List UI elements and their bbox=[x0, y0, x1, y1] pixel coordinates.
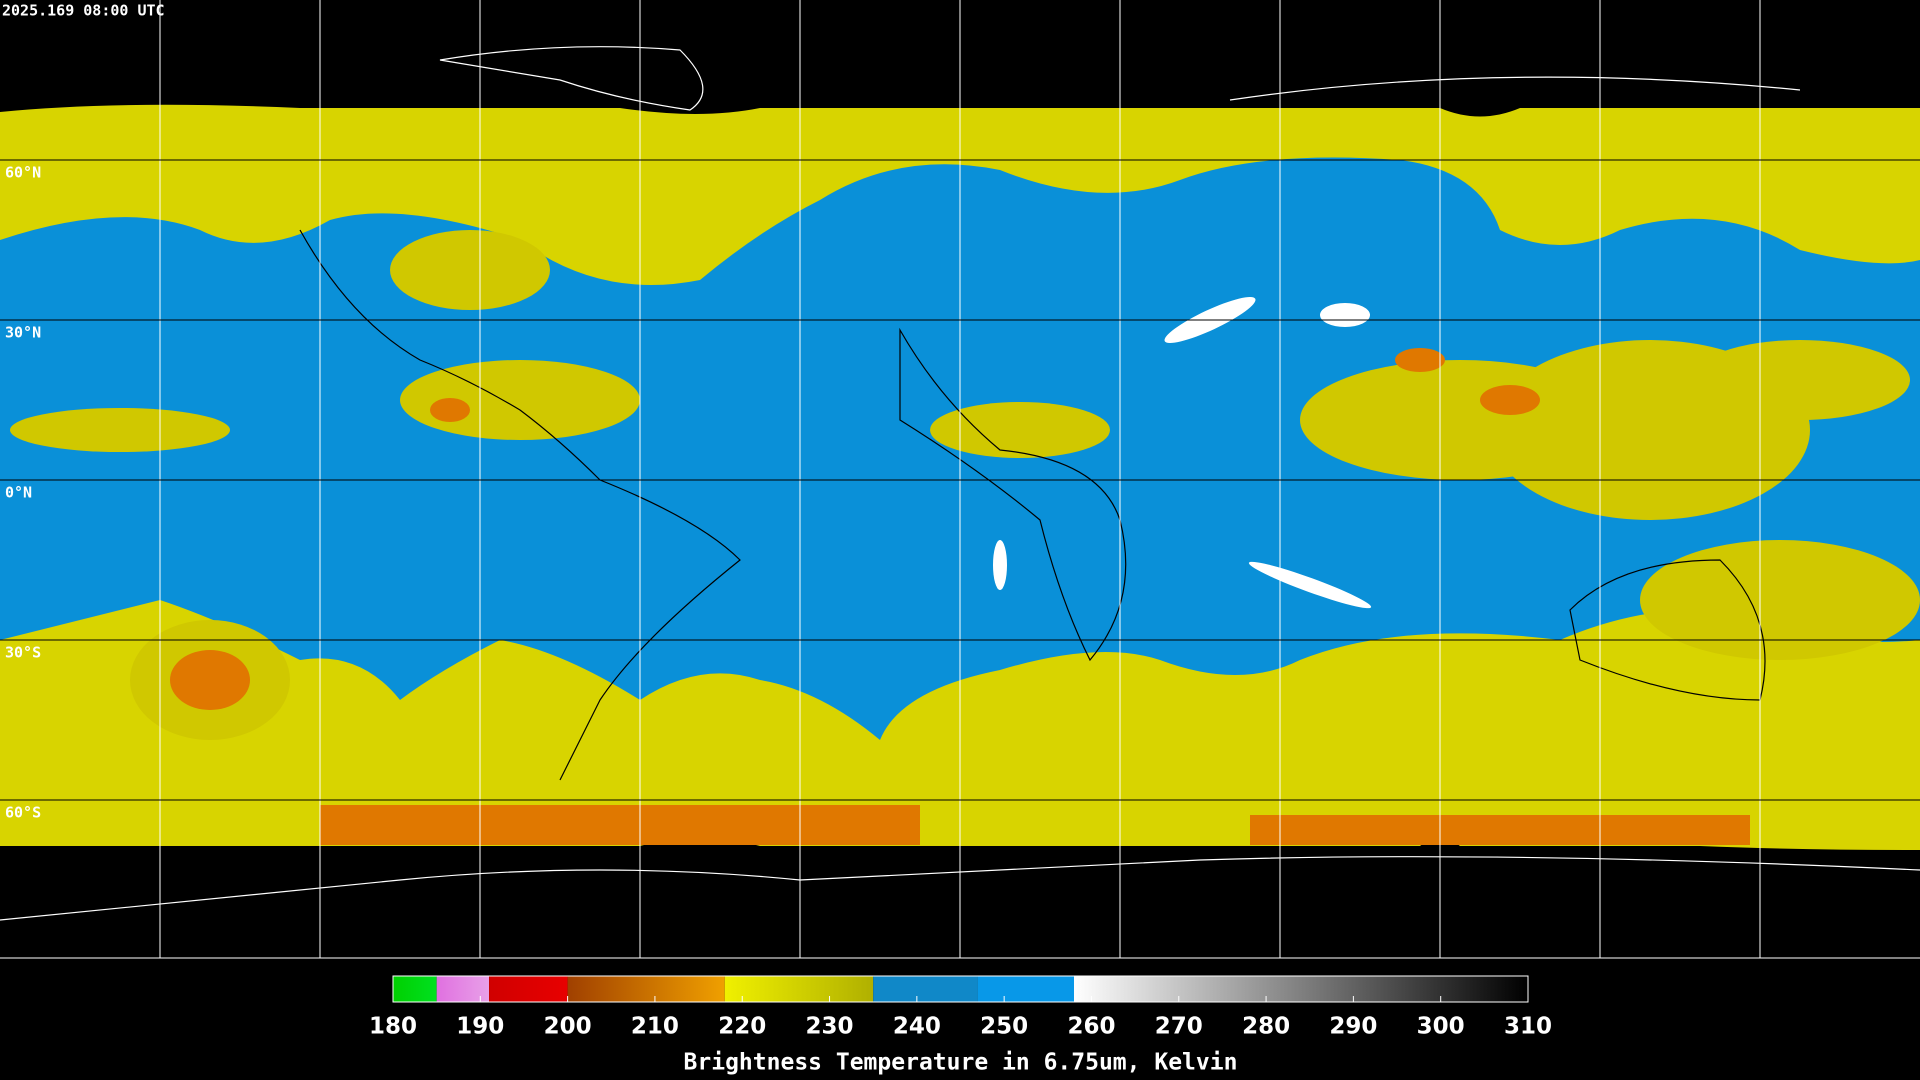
colorbar-tick-label: 190 bbox=[456, 1014, 504, 1040]
colorbar-tick-label: 280 bbox=[1242, 1014, 1290, 1040]
colorbar-tick-label: 250 bbox=[980, 1014, 1028, 1040]
colorbar-segment bbox=[1074, 976, 1528, 1002]
colorbar-tick-label: 310 bbox=[1504, 1014, 1552, 1040]
colorbar-segment bbox=[873, 976, 978, 1002]
graticule: 60°N 30°N 0°N 30°S 60°S bbox=[0, 0, 1920, 959]
timestamp: 2025.169 08:00 UTC bbox=[2, 2, 165, 20]
colorbar-segment bbox=[977, 976, 1074, 1002]
colorbar-tick-label: 260 bbox=[1067, 1014, 1115, 1040]
colorbar-title: Brightness Temperature in 6.75um, Kelvin bbox=[684, 1050, 1238, 1076]
colorbar-segment bbox=[436, 976, 490, 1002]
colorbar-tick-label: 230 bbox=[806, 1014, 854, 1040]
colorbar-tick-label: 240 bbox=[893, 1014, 941, 1040]
lat-label: 60°N bbox=[5, 164, 41, 182]
warm-spots bbox=[170, 348, 1750, 845]
colorbar-tick-label: 300 bbox=[1417, 1014, 1465, 1040]
colorbar-segment bbox=[567, 976, 725, 1002]
colorbar-tick-label: 220 bbox=[718, 1014, 766, 1040]
colorbar-segment bbox=[393, 976, 437, 1002]
colorbar: 180 190 200 210 220 230 240 250 260 270 280 290 300 3… bbox=[369, 975, 1552, 1076]
lat-label: 30°S bbox=[5, 644, 41, 662]
cloud-blobs bbox=[10, 230, 1920, 740]
colorbar-tick-label: 270 bbox=[1155, 1014, 1203, 1040]
colorbar-segment bbox=[489, 976, 568, 1002]
colorbar-tick-label: 200 bbox=[544, 1014, 592, 1040]
colorbar-segment bbox=[724, 976, 874, 1002]
colorbar-tick-label: 290 bbox=[1329, 1014, 1377, 1040]
dry-spots bbox=[993, 297, 1372, 609]
lat-label: 0°N bbox=[5, 484, 32, 502]
lat-label: 60°S bbox=[5, 804, 41, 822]
lat-label: 30°N bbox=[5, 324, 41, 342]
colorbar-tick-label: 180 bbox=[369, 1014, 417, 1040]
colorbar-frame bbox=[392, 975, 1529, 1003]
colorbar-tick-label: 210 bbox=[631, 1014, 679, 1040]
polar-coastlines bbox=[0, 46, 1920, 921]
